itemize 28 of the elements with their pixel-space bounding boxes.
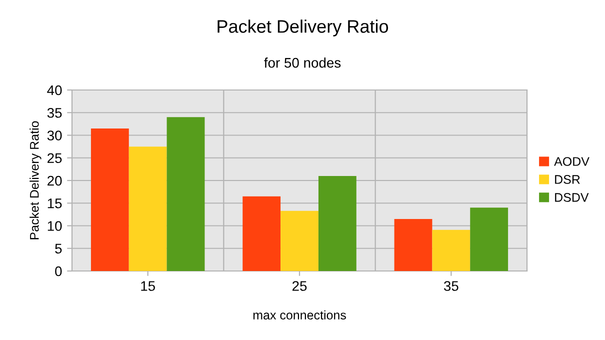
y-tick-label: 35 xyxy=(47,108,62,118)
bar xyxy=(166,117,205,271)
bar xyxy=(394,218,432,271)
x-axis-title: max connections xyxy=(253,310,346,320)
bar xyxy=(432,230,470,271)
y-tick-label: 25 xyxy=(48,153,62,164)
y-tick-label: 15 xyxy=(48,198,62,208)
y-tick-label: 40 xyxy=(47,85,62,96)
legend-label: DSDV xyxy=(555,193,589,202)
bar xyxy=(280,210,318,271)
y-tick-label: 20 xyxy=(48,176,62,186)
x-tick-label: 35 xyxy=(444,281,458,291)
bar xyxy=(90,128,129,271)
legend-label: DSR xyxy=(555,175,580,184)
chart-title: Packet Delivery Ratio xyxy=(218,20,388,36)
bar xyxy=(318,176,356,271)
bar xyxy=(128,146,167,271)
chart-subtitle: for 50 nodes xyxy=(264,58,341,68)
bar xyxy=(242,196,281,271)
bar xyxy=(470,208,508,271)
x-tick-label: 25 xyxy=(292,281,307,291)
y-tick-label: 30 xyxy=(47,130,62,140)
y-axis-title: Packet Delivery Ratio xyxy=(30,121,42,240)
x-tick-label: 15 xyxy=(141,281,155,291)
y-tick-label: 5 xyxy=(55,244,62,254)
y-tick-label: 0 xyxy=(55,266,62,276)
y-tick-label: 10 xyxy=(48,221,62,231)
legend-label: AODV xyxy=(554,157,590,166)
